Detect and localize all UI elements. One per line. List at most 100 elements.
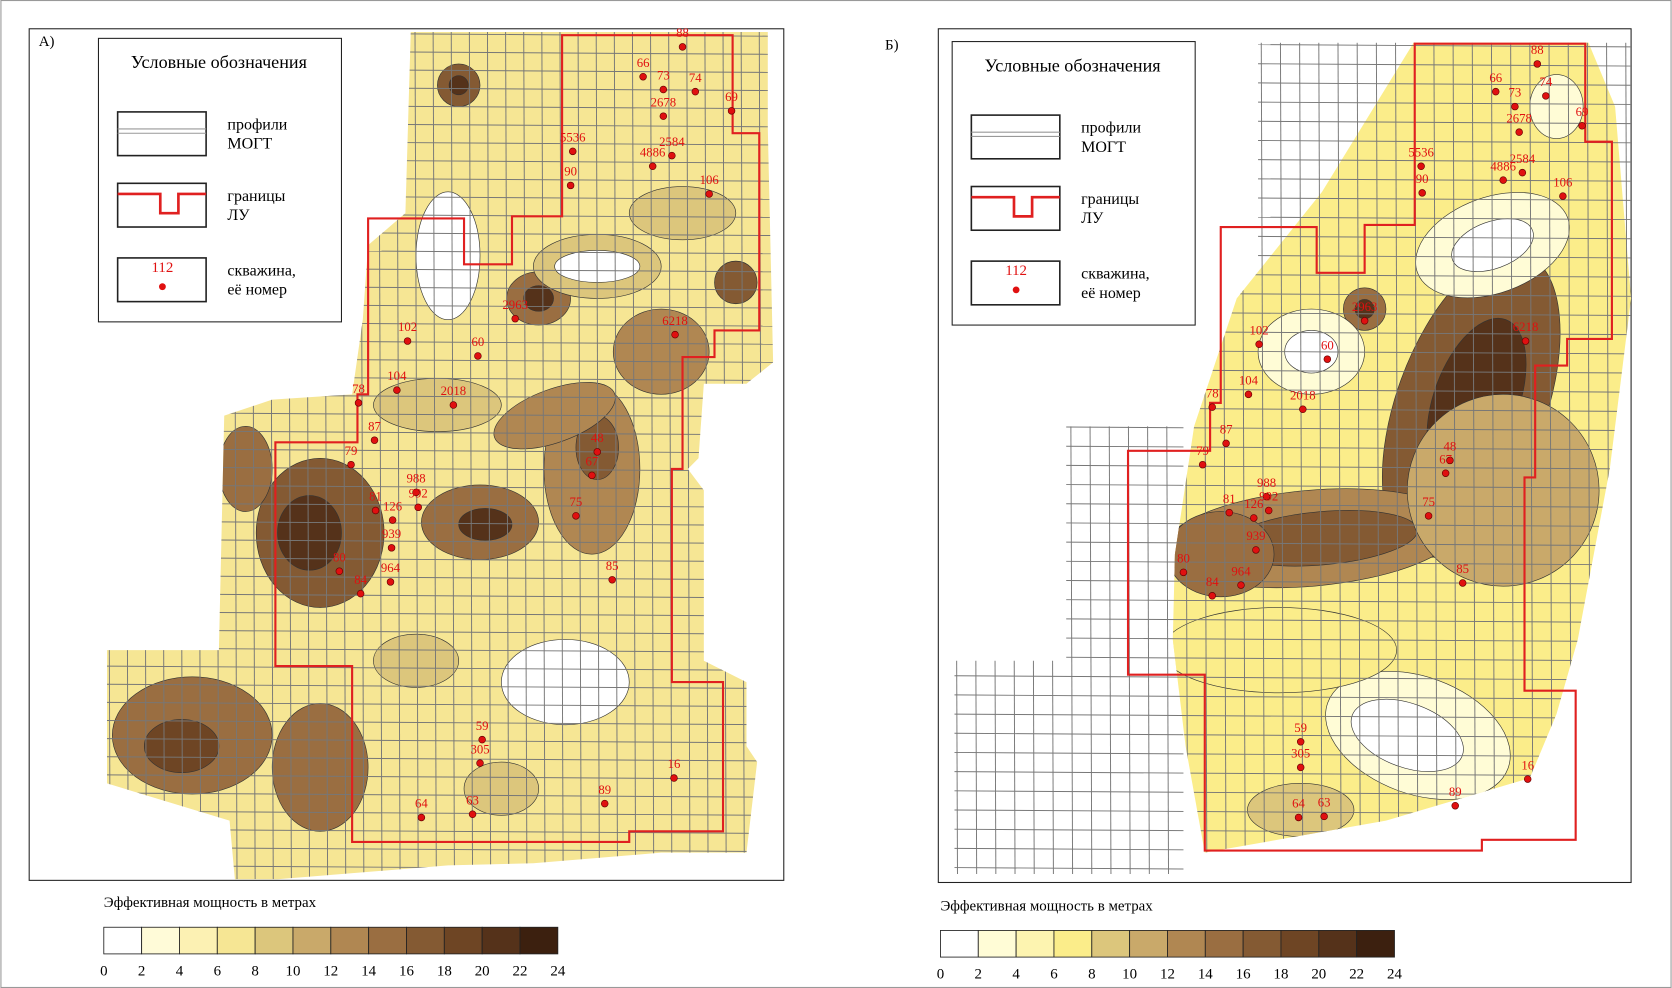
well (1524, 776, 1531, 783)
scale-tick-label: 4 (176, 963, 184, 979)
thickness-zone (373, 634, 458, 687)
well-number: 5536 (560, 130, 586, 144)
well (415, 504, 422, 511)
well (728, 107, 735, 114)
well-number: 85 (1456, 562, 1469, 576)
well (1295, 814, 1302, 821)
scale-tick-label: 24 (1387, 967, 1402, 983)
well-number: 89 (598, 783, 611, 797)
well (1238, 582, 1245, 589)
well-number: 73 (657, 69, 670, 83)
well-number: 78 (352, 382, 365, 396)
scale-swatch (520, 927, 558, 954)
well (1452, 802, 1459, 809)
scale-tick-label: 16 (399, 963, 414, 979)
well (573, 512, 580, 519)
well-number: 60 (472, 335, 485, 349)
thickness-zone (144, 719, 219, 772)
well (1500, 177, 1507, 184)
well-number: 5536 (1408, 145, 1434, 159)
legend-label: её номер (227, 282, 287, 299)
scale-swatch (1205, 930, 1243, 957)
scale-title: Эффективная мощность в метрах (940, 898, 1153, 914)
well (660, 86, 667, 93)
legend-label: её номер (1081, 285, 1141, 302)
well-number: 6218 (662, 314, 688, 328)
well-number: 16 (668, 757, 681, 771)
well (389, 517, 396, 524)
well-number: 78 (1206, 386, 1219, 400)
well (671, 775, 678, 782)
scale-tick-label: 14 (1198, 967, 1213, 983)
legend-title: Условные обозначения (131, 52, 307, 72)
scale-swatch (255, 927, 293, 954)
well (348, 461, 355, 468)
thickness-zone (501, 639, 629, 724)
well (679, 43, 686, 50)
scale-swatch (940, 930, 978, 957)
scale-swatch (179, 927, 217, 954)
well-number: 64 (415, 797, 428, 811)
well-number: 126 (1244, 497, 1263, 511)
scale-tick-label: 6 (1050, 967, 1058, 983)
well (474, 353, 481, 360)
well (660, 113, 667, 120)
scale-swatch (217, 927, 255, 954)
well (1418, 163, 1425, 170)
well-number: 63 (466, 793, 479, 807)
legend-symbol-box (971, 115, 1059, 159)
well (1542, 93, 1549, 100)
well (512, 315, 519, 322)
scale-tick-label: 4 (1012, 967, 1020, 983)
well-number: 106 (700, 173, 719, 187)
well-number: 60 (1321, 338, 1334, 352)
scale-tick-label: 12 (323, 963, 338, 979)
well-number: 63 (1318, 796, 1331, 810)
figure: А)88667374692678553648862584901062963621… (0, 0, 1672, 988)
well (649, 163, 656, 170)
thickness-zone (459, 508, 512, 540)
scale-swatch (331, 927, 369, 954)
well-number: 69 (1576, 105, 1589, 119)
well (1209, 592, 1216, 599)
scale-swatch (1357, 930, 1395, 957)
well-number: 48 (591, 431, 604, 445)
scale-swatch (482, 927, 520, 954)
well-number: 87 (368, 419, 381, 433)
well-number: 80 (1177, 551, 1190, 565)
well (1459, 580, 1466, 587)
well (404, 338, 411, 345)
scale-swatch (1243, 930, 1281, 957)
thickness-zone (714, 261, 757, 304)
scale-swatch (406, 927, 444, 954)
well (371, 437, 378, 444)
well-number: 64 (1292, 797, 1305, 811)
profile-line (954, 868, 1631, 872)
well-number: 90 (564, 165, 577, 179)
well (1512, 103, 1519, 110)
scale-swatch (1130, 930, 1168, 957)
scale-tick-label: 10 (1122, 967, 1137, 983)
well-number: 66 (637, 56, 650, 70)
thickness-zone (524, 286, 554, 312)
well (372, 507, 379, 514)
panel-label: А) (39, 34, 55, 50)
well-number: 2018 (441, 384, 467, 398)
well-number: 992 (409, 486, 428, 500)
well (336, 568, 343, 575)
well-number: 2678 (1506, 111, 1532, 125)
well-number: 59 (1294, 721, 1307, 735)
scale-tick-label: 6 (214, 963, 222, 979)
well-number: 102 (398, 320, 417, 334)
well (393, 387, 400, 394)
legend-label: границы (1081, 191, 1139, 208)
well-number: 67 (586, 454, 599, 468)
scale-tick-label: 22 (513, 963, 528, 979)
well (1516, 129, 1523, 136)
well-number: 964 (381, 561, 401, 575)
well (1299, 406, 1306, 413)
scale-title: Эффективная мощность в метрах (104, 895, 317, 911)
well-number: 84 (354, 573, 367, 587)
well (706, 191, 713, 198)
well (450, 402, 457, 409)
